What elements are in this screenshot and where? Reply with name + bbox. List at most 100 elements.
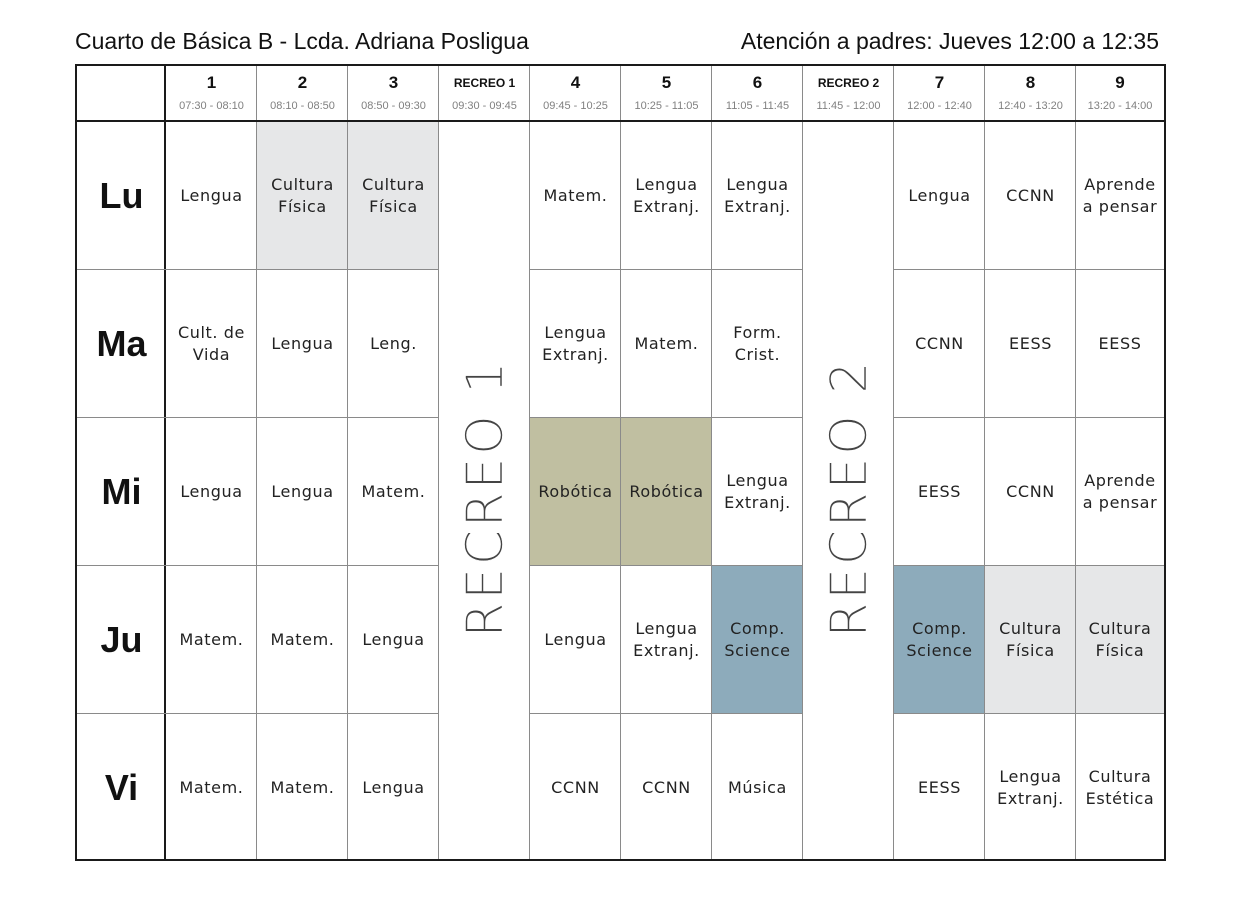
row-divider xyxy=(77,565,1164,566)
subject-cell: Lengua Extranj. xyxy=(985,714,1076,862)
subject-cell: Form. Crist. xyxy=(712,270,803,418)
column-divider xyxy=(711,66,712,859)
subject-name: Música xyxy=(728,778,787,797)
subject-cell: Lengua xyxy=(166,418,257,566)
break-label: RECREO 2 xyxy=(819,358,878,638)
subject-name: Lengua Extranj. xyxy=(633,619,700,660)
column-divider xyxy=(620,66,621,859)
break-column xyxy=(439,122,529,859)
subject-cell: Cultura Física xyxy=(985,566,1076,714)
subject-name: Robótica xyxy=(629,482,704,501)
period-label: 5 xyxy=(661,73,672,92)
subject-cell: Lengua xyxy=(257,418,348,566)
period-header: 1 07:30 - 08:10 xyxy=(166,66,257,120)
subject-cell: Cult. de Vida xyxy=(166,270,257,418)
period-label: 3 xyxy=(388,73,399,92)
subject-name: Matem. xyxy=(270,630,335,649)
subject-name: EESS xyxy=(1098,334,1142,353)
subject-cell: Matem. xyxy=(257,566,348,714)
subject-cell: Matem. xyxy=(530,122,621,270)
subject-cell: Lengua xyxy=(530,566,621,714)
subject-name: Lengua xyxy=(544,630,607,649)
day-column-divider xyxy=(164,66,166,859)
period-time: 07:30 - 08:10 xyxy=(179,100,244,112)
period-time: 08:50 - 09:30 xyxy=(361,100,426,112)
subject-cell: Matem. xyxy=(257,714,348,862)
subject-cell: Comp. Science xyxy=(894,566,985,714)
subject-name: Cultura Física xyxy=(362,175,425,216)
subject-cell: Robótica xyxy=(621,418,712,566)
subject-name: Lengua xyxy=(908,186,971,205)
row-divider xyxy=(77,713,1164,714)
subject-cell: CCNN xyxy=(985,418,1076,566)
period-time: 11:05 - 11:45 xyxy=(725,100,790,112)
subject-name: Lengua Extranj. xyxy=(542,323,609,364)
subject-name: Robótica xyxy=(538,482,613,501)
subject-cell: Lengua Extranj. xyxy=(712,122,803,270)
subject-cell: Matem. xyxy=(621,270,712,418)
subject-name: Lengua xyxy=(271,482,334,501)
subject-name: Matem. xyxy=(361,482,426,501)
day-label: Ju xyxy=(77,566,166,714)
period-time: 10:25 - 11:05 xyxy=(634,100,699,112)
subject-cell: Matem. xyxy=(166,566,257,714)
period-time: 11:45 - 12:00 xyxy=(816,100,881,112)
column-divider xyxy=(1075,66,1076,859)
subject-name: CCNN xyxy=(642,778,691,797)
break-header: RECREO 1 09:30 - 09:45 xyxy=(439,66,530,120)
subject-name: Lengua xyxy=(180,482,243,501)
break-header: RECREO 2 11:45 - 12:00 xyxy=(803,66,894,120)
period-header: 3 08:50 - 09:30 xyxy=(348,66,439,120)
column-divider xyxy=(529,66,530,859)
subject-cell: Leng. xyxy=(348,270,439,418)
subject-cell: CCNN xyxy=(530,714,621,862)
subject-name: Lengua xyxy=(271,334,334,353)
day-name: Ju xyxy=(100,619,143,660)
period-time: 12:00 - 12:40 xyxy=(907,100,972,112)
subject-cell: EESS xyxy=(894,418,985,566)
period-label: 1 xyxy=(206,73,217,92)
subject-name: CCNN xyxy=(551,778,600,797)
subject-name: CCNN xyxy=(1006,186,1055,205)
row-divider xyxy=(77,269,1164,270)
column-divider xyxy=(802,66,803,859)
subject-cell: Matem. xyxy=(166,714,257,862)
subject-cell: Cultura Física xyxy=(1076,566,1164,714)
subject-name: EESS xyxy=(1009,334,1052,353)
break-column xyxy=(803,122,893,859)
subject-cell: Cultura Física xyxy=(348,122,439,270)
header-divider xyxy=(77,120,1164,122)
subject-cell: Lengua xyxy=(894,122,985,270)
period-time: 08:10 - 08:50 xyxy=(270,100,335,112)
column-divider xyxy=(347,66,348,859)
period-label: 4 xyxy=(570,73,581,92)
row-divider xyxy=(77,417,1164,418)
period-label: RECREO 2 xyxy=(817,76,880,90)
period-label: RECREO 1 xyxy=(453,76,516,90)
period-label: 7 xyxy=(934,73,945,92)
day-label: Vi xyxy=(77,714,166,862)
subject-cell: Aprende a pensar xyxy=(1076,122,1164,270)
day-label: Mi xyxy=(77,418,166,566)
subject-name: EESS xyxy=(918,778,961,797)
subject-cell: Lengua xyxy=(166,122,257,270)
subject-cell: Cultura Estética xyxy=(1076,714,1164,862)
subject-cell: CCNN xyxy=(894,270,985,418)
subject-cell: EESS xyxy=(1076,270,1164,418)
subject-name: Comp. Science xyxy=(906,619,973,660)
subject-cell: CCNN xyxy=(621,714,712,862)
column-divider xyxy=(984,66,985,859)
subject-name: Comp. Science xyxy=(724,619,791,660)
subject-name: Leng. xyxy=(370,334,417,353)
subject-name: Matem. xyxy=(634,334,699,353)
subject-cell: Lengua Extranj. xyxy=(712,418,803,566)
subject-cell: Lengua xyxy=(348,714,439,862)
period-header: 6 11:05 - 11:45 xyxy=(712,66,803,120)
period-header: 9 13:20 - 14:00 xyxy=(1076,66,1164,120)
subject-cell: Aprende a pensar xyxy=(1076,418,1164,566)
subject-name: CCNN xyxy=(1006,482,1055,501)
subject-name: Lengua Extranj. xyxy=(724,175,791,216)
subject-name: Lengua Extranj. xyxy=(633,175,700,216)
subject-name: CCNN xyxy=(915,334,964,353)
subject-name: Matem. xyxy=(543,186,608,205)
